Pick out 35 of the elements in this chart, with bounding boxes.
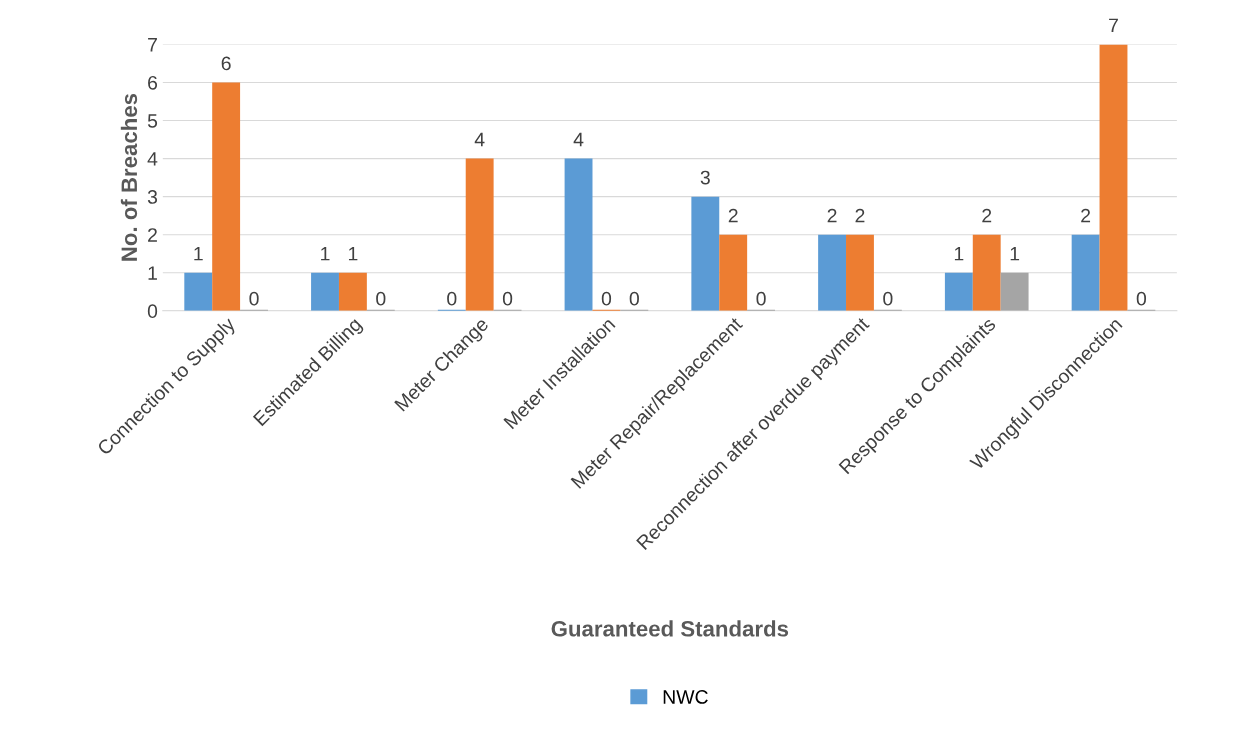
y-tick-label: 2 bbox=[148, 228, 157, 242]
x-axis-title: Guaranteed Standards bbox=[551, 620, 789, 637]
data-label: 2 bbox=[855, 208, 865, 223]
data-label: 3 bbox=[700, 170, 710, 185]
data-label: 0 bbox=[376, 291, 386, 306]
legend-label: NWC bbox=[663, 690, 708, 704]
data-label: 4 bbox=[573, 132, 584, 147]
data-label: 2 bbox=[827, 208, 837, 223]
data-label: 1 bbox=[954, 247, 964, 261]
data-label: 0 bbox=[756, 291, 766, 306]
data-label: 0 bbox=[601, 291, 612, 306]
data-label: 0 bbox=[447, 291, 457, 306]
data-label: 0 bbox=[883, 291, 893, 306]
y-tick-label: 3 bbox=[147, 190, 158, 204]
data-label: 2 bbox=[1081, 208, 1091, 223]
y-tick-label: 0 bbox=[147, 304, 158, 319]
y-tick-label: 6 bbox=[148, 75, 158, 90]
data-label: 1 bbox=[348, 247, 358, 261]
data-label: 7 bbox=[1109, 18, 1118, 33]
data-label: 6 bbox=[221, 56, 231, 71]
y-axis-title: No. of Breaches bbox=[120, 93, 138, 261]
data-label: 1 bbox=[321, 247, 330, 261]
data-label: 0 bbox=[1136, 291, 1147, 306]
data-label: 2 bbox=[728, 208, 738, 223]
data-label: 2 bbox=[982, 208, 992, 223]
data-label: 0 bbox=[249, 291, 259, 306]
y-tick-label: 4 bbox=[147, 152, 158, 166]
y-tick-label: 7 bbox=[148, 38, 157, 52]
data-label: 0 bbox=[502, 291, 513, 306]
data-label: 4 bbox=[474, 132, 485, 147]
data-label: 1 bbox=[1010, 247, 1020, 261]
y-tick-label: 1 bbox=[148, 266, 157, 280]
data-label: 1 bbox=[194, 247, 203, 261]
y-tick-label: 5 bbox=[147, 114, 158, 128]
data-label: 0 bbox=[629, 291, 639, 306]
